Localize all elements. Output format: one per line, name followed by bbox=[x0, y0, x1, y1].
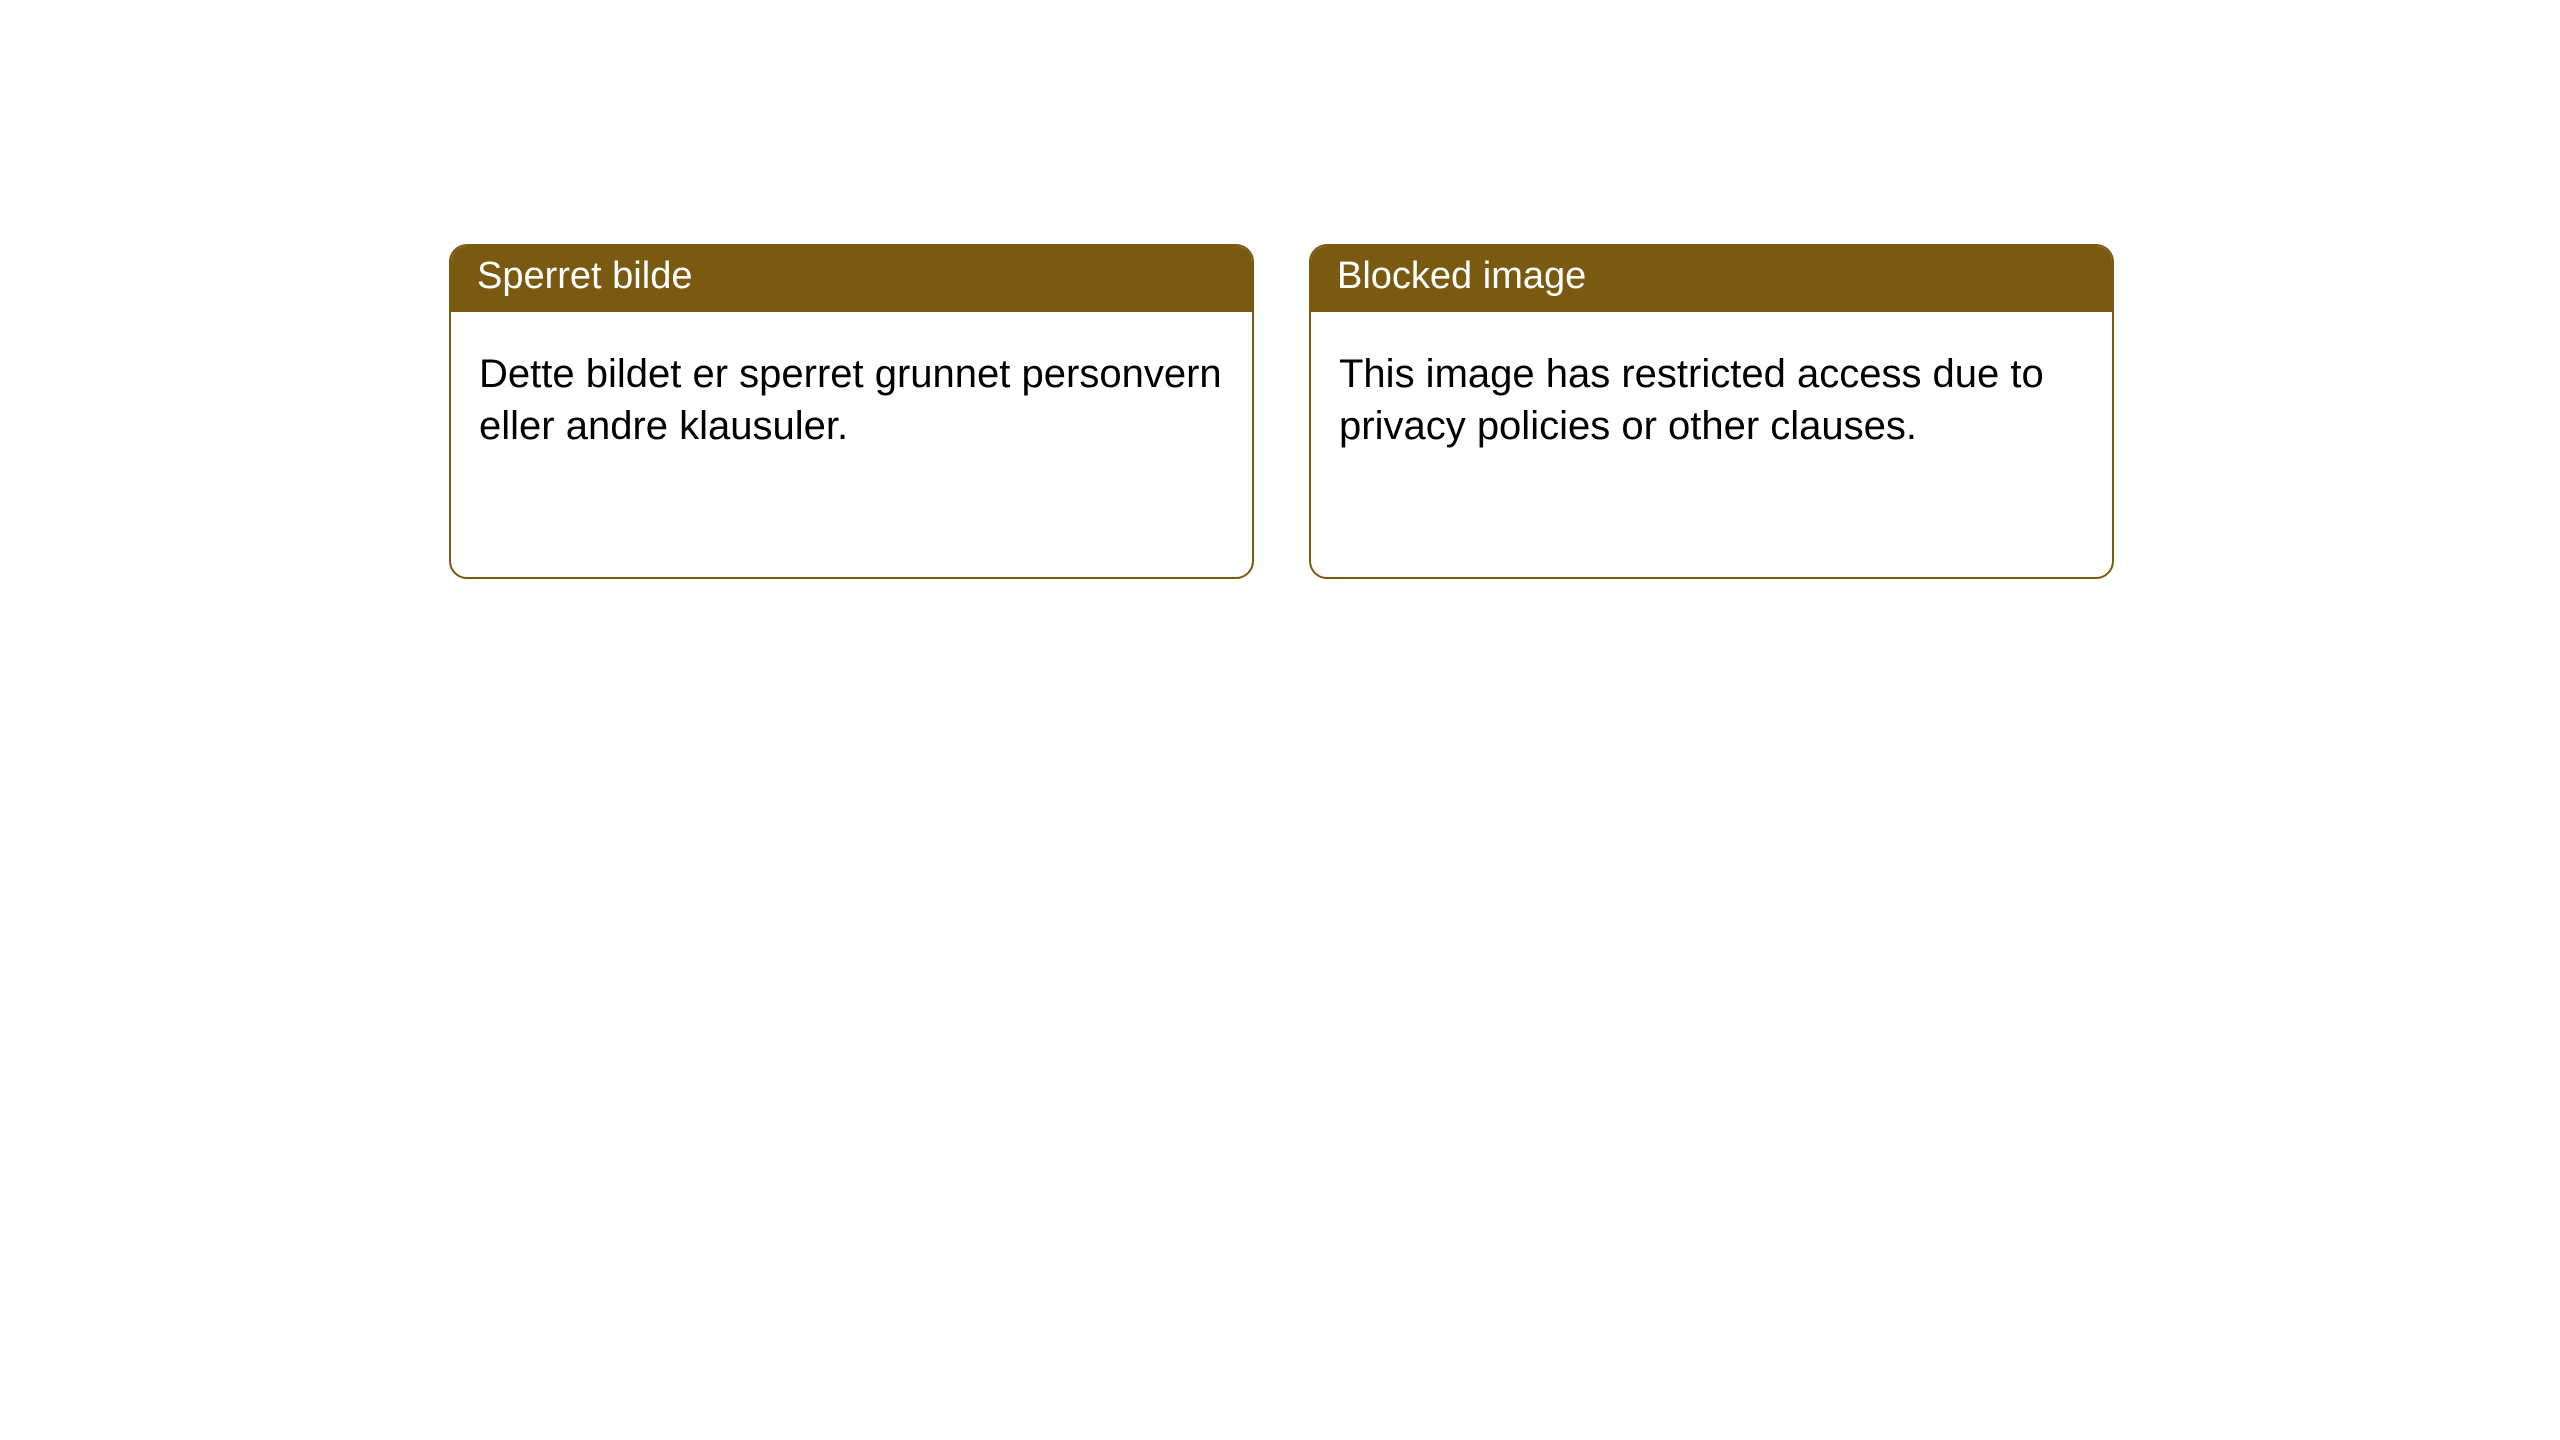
notice-card-norwegian: Sperret bilde Dette bildet er sperret gr… bbox=[449, 244, 1254, 579]
notice-card-english: Blocked image This image has restricted … bbox=[1309, 244, 2114, 579]
notice-body: This image has restricted access due to … bbox=[1311, 312, 2112, 482]
notice-body: Dette bildet er sperret grunnet personve… bbox=[451, 312, 1252, 482]
notice-header: Blocked image bbox=[1311, 246, 2112, 312]
notice-container: Sperret bilde Dette bildet er sperret gr… bbox=[0, 0, 2560, 579]
notice-header: Sperret bilde bbox=[451, 246, 1252, 312]
